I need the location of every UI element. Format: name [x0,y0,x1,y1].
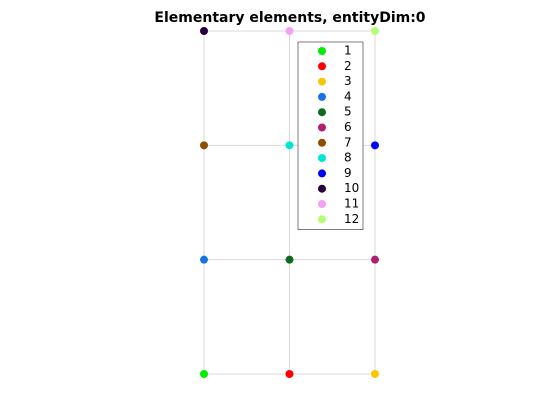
legend-label: 11 [344,197,359,211]
legend-label: 8 [344,151,352,165]
points [200,27,379,378]
point [200,255,208,264]
legend-label: 3 [344,74,352,88]
point [371,255,379,264]
point [200,27,208,35]
point [200,141,208,150]
legend-label: 5 [344,105,352,119]
point [285,370,294,378]
legend-marker [318,62,326,71]
legend-label: 6 [344,120,352,134]
point [371,141,379,150]
point [371,27,379,35]
legend-marker [318,184,326,193]
point [371,370,379,378]
point [285,141,294,150]
legend-label: 2 [344,59,352,73]
legend-label: 10 [344,181,359,195]
point [285,27,294,35]
legend-marker [318,169,326,178]
legend-marker [318,47,326,55]
legend-marker [318,92,326,101]
legend-marker [318,123,326,132]
legend-marker [318,77,326,86]
legend-label: 7 [344,135,352,149]
legend-label: 4 [344,89,352,103]
legend-marker [318,215,326,224]
point [200,370,208,378]
legend-marker [318,108,326,117]
point [285,255,294,264]
legend-marker [318,154,326,163]
legend-marker [318,138,326,147]
legend-label: 12 [344,212,359,226]
legend-label: 1 [344,44,352,58]
legend-label: 9 [344,166,352,180]
chart-title: Elementary elements, entityDim:0 [154,10,425,26]
legend-marker [318,200,326,208]
legend-box [297,41,364,230]
